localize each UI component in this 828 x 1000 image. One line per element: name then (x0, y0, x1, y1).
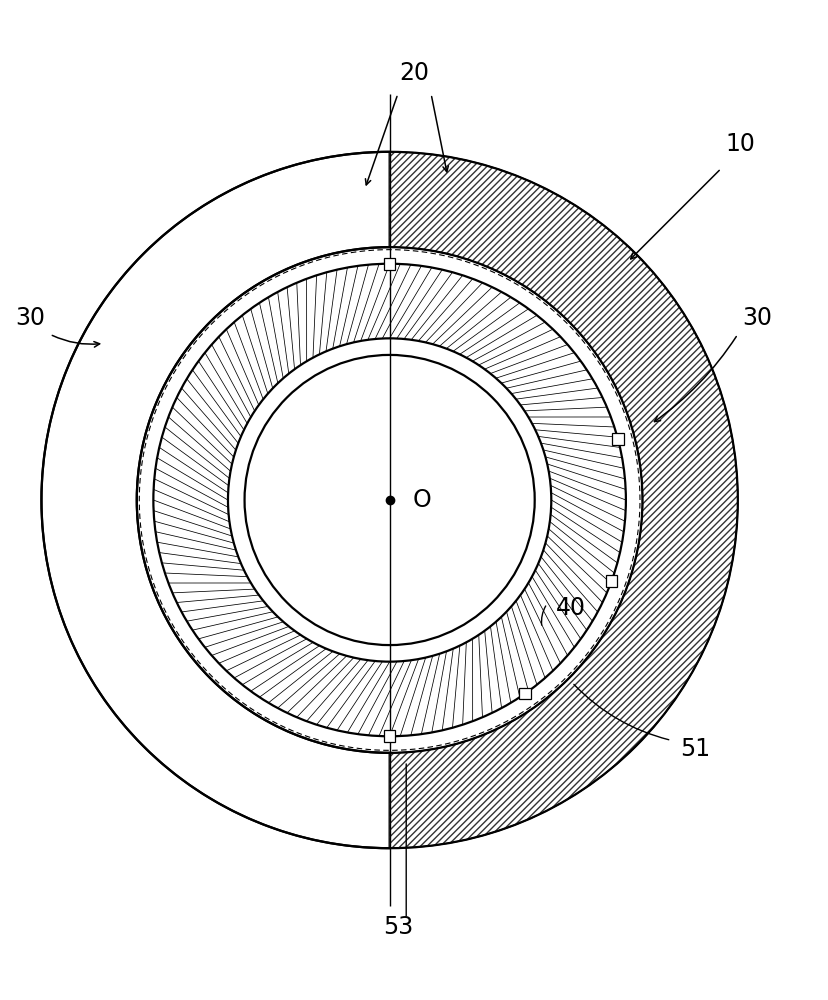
Bar (605, 575, 617, 587)
Polygon shape (41, 152, 389, 848)
Text: 20: 20 (399, 62, 429, 86)
Bar (383, 258, 395, 270)
Polygon shape (389, 152, 737, 848)
Text: 10: 10 (724, 132, 754, 156)
Bar (611, 433, 623, 445)
Text: 30: 30 (16, 306, 46, 330)
Text: 51: 51 (679, 737, 709, 761)
Circle shape (244, 355, 534, 645)
Text: 30: 30 (741, 306, 771, 330)
Bar (518, 688, 530, 699)
Text: O: O (412, 488, 431, 512)
Text: 53: 53 (383, 914, 412, 938)
Bar (383, 730, 395, 742)
Circle shape (153, 264, 625, 736)
Text: 40: 40 (555, 596, 585, 620)
Polygon shape (153, 264, 625, 736)
